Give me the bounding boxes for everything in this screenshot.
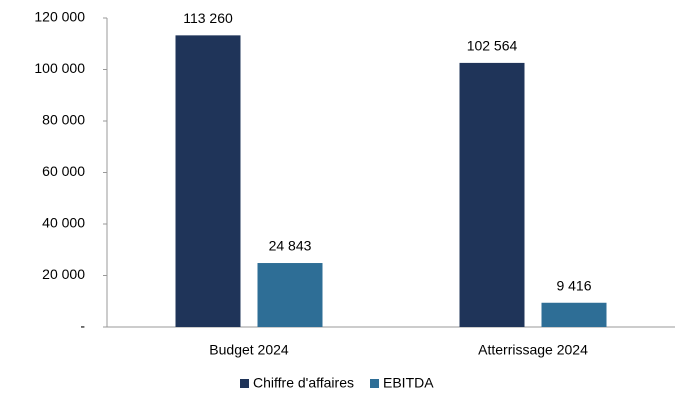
- y-tick-label: -: [80, 318, 85, 334]
- y-tick-label: 100 000: [34, 60, 85, 76]
- x-tick-label: Atterrissage 2024: [478, 342, 588, 358]
- bar: [459, 62, 525, 327]
- legend-swatch: [240, 379, 249, 388]
- y-tick-label: 120 000: [34, 9, 85, 25]
- bar: [175, 35, 241, 327]
- legend-label: EBITDA: [383, 375, 434, 391]
- y-tick-label: 60 000: [42, 163, 85, 179]
- data-label: 9 416: [556, 277, 591, 293]
- y-tick-label: 80 000: [42, 112, 85, 128]
- y-tick-label: 40 000: [42, 215, 85, 231]
- bar: [541, 302, 607, 327]
- bar: [257, 263, 323, 327]
- data-label: 102 564: [467, 38, 518, 54]
- data-label: 113 260: [183, 10, 233, 26]
- x-tick-label: Budget 2024: [209, 342, 289, 358]
- legend-label: Chiffre d'affaires: [253, 375, 354, 391]
- legend-swatch: [370, 379, 379, 388]
- data-label: 24 843: [269, 238, 312, 254]
- y-tick-label: 20 000: [42, 266, 85, 282]
